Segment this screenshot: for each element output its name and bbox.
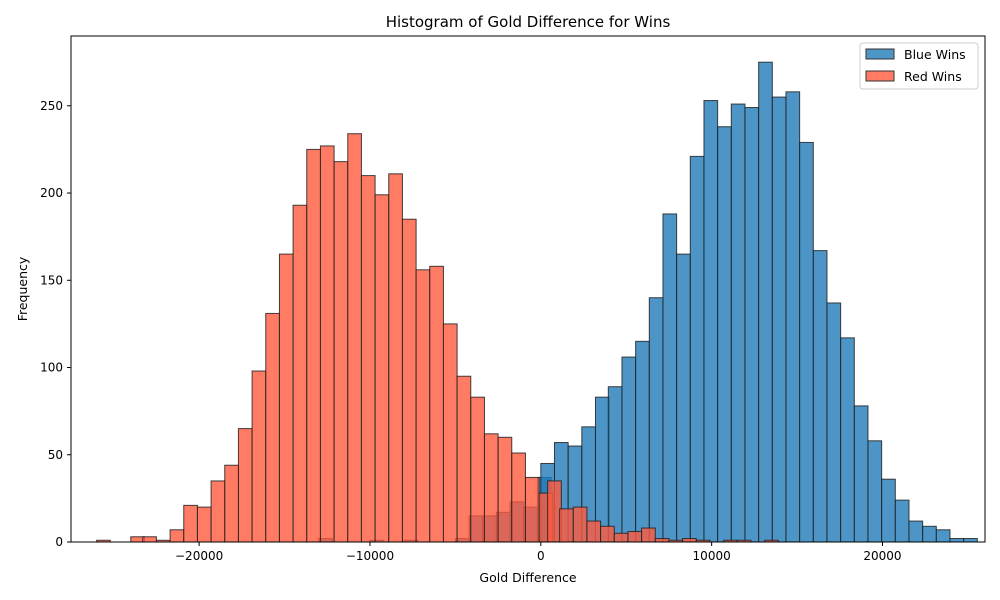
y-axis-label: Frequency — [15, 256, 30, 321]
red-wins-bar-15 — [319, 145, 335, 543]
red-wins-bar-12 — [278, 253, 294, 543]
red-wins-bar-18 — [360, 175, 376, 543]
blue-wins-bar-24 — [730, 103, 746, 543]
y-tick-label-0: 0 — [55, 535, 63, 549]
red-wins-bar-27 — [483, 433, 499, 543]
legend: Blue Wins Red Wins — [859, 42, 979, 90]
blue-wins-bar-29 — [799, 141, 814, 543]
red-wins-bar-17 — [347, 133, 362, 543]
red-wins-bar-42 — [682, 538, 697, 543]
red-wins-bar-30 — [524, 476, 540, 543]
blue-wins-bar-20 — [676, 253, 691, 543]
red-wins-bar-6 — [196, 506, 212, 543]
legend-swatch-red-wins — [865, 70, 895, 82]
red-wins-bar-7 — [210, 480, 226, 543]
blue-wins-bar-33 — [853, 405, 869, 543]
red-wins-bar-28 — [497, 436, 513, 543]
red-wins-bar-39 — [641, 527, 656, 543]
y-tick-label-4: 200 — [40, 186, 63, 200]
red-wins-bar-20 — [388, 173, 403, 543]
blue-wins-bar-17 — [635, 340, 650, 543]
red-wins-bar-29 — [511, 452, 526, 543]
x-tick-label-1: −10000 — [346, 549, 394, 563]
blue-wins-bar-25 — [744, 107, 760, 543]
y-tick-label-3: 150 — [40, 273, 63, 287]
red-wins-bar-21 — [401, 218, 417, 543]
red-wins-bar-37 — [613, 532, 629, 543]
blue-wins-bar-35 — [881, 478, 896, 543]
x-tick-label-2: 0 — [537, 549, 545, 563]
blue-wins-bar-21 — [689, 155, 705, 543]
red-wins-bar-34 — [572, 506, 588, 543]
x-axis-ticks: −20000 −10000 0 10000 20000 — [175, 542, 902, 563]
red-wins-bar-33 — [559, 508, 574, 543]
legend-label-red-wins: Red Wins — [904, 69, 962, 84]
blue-wins-bar-16 — [621, 356, 637, 543]
red-wins-bar-23 — [429, 265, 444, 543]
blue-wins-bar-18 — [648, 297, 664, 543]
red-wins-bar-22 — [415, 269, 431, 543]
red-wins-bar-5 — [183, 504, 198, 543]
blue-wins-bar-15 — [607, 386, 623, 543]
blue-wins-bar-32 — [840, 337, 855, 543]
red-wins-bar-40 — [654, 538, 670, 543]
blue-wins-bar-30 — [812, 250, 828, 543]
x-tick-label-0: −20000 — [175, 549, 223, 563]
x-axis-label: Gold Difference — [479, 570, 576, 585]
red-wins-bar-9 — [237, 428, 253, 543]
legend-swatch-blue-wins — [865, 48, 895, 60]
red-wins-bar-14 — [306, 148, 321, 543]
blue-wins-bar-26 — [758, 61, 773, 543]
blue-wins-bar-31 — [826, 302, 842, 543]
blue-wins-bar-34 — [867, 440, 883, 543]
red-wins-bar-24 — [442, 323, 458, 543]
blue-wins-bar-38 — [922, 525, 937, 543]
blue-wins-bar-39 — [935, 529, 951, 543]
chart-title: Histogram of Gold Difference for Wins — [386, 13, 671, 31]
blue-wins-bar-36 — [894, 499, 910, 543]
blue-wins-bar-37 — [908, 520, 924, 543]
plot-frame — [70, 35, 986, 543]
legend-label-blue-wins: Blue Wins — [904, 47, 966, 62]
x-tick-label-3: 10000 — [693, 549, 731, 563]
red-wins-bar-4 — [169, 529, 185, 543]
blue-wins-bar-28 — [785, 91, 801, 543]
red-wins-bar-26 — [470, 396, 485, 543]
blue-wins-bar-27 — [771, 96, 787, 543]
red-wins-bar-8 — [224, 464, 239, 543]
red-wins-bar-11 — [265, 312, 280, 543]
red-wins-bar-19 — [374, 194, 390, 543]
red-wins-bar-38 — [627, 531, 643, 543]
red-wins-bar-16 — [333, 161, 349, 543]
red-wins-bar-10 — [251, 370, 267, 543]
red-wins-bar-2 — [142, 536, 157, 543]
blue-wins-bar-19 — [662, 213, 678, 543]
y-tick-label-1: 50 — [48, 448, 63, 462]
y-axis-ticks: 0 50 100 150 200 250 — [40, 99, 71, 549]
y-tick-label-5: 250 — [40, 99, 63, 113]
red-wins-bar-35 — [586, 520, 602, 543]
blue-wins-bar-22 — [703, 100, 719, 543]
blue-wins-bar-23 — [717, 126, 732, 543]
blue-wins-bar-40 — [949, 538, 965, 543]
x-tick-label-4: 20000 — [863, 549, 901, 563]
blue-wins-bar-14 — [594, 396, 610, 543]
blue-wins-bar-41 — [963, 538, 978, 543]
y-tick-label-2: 100 — [40, 361, 63, 375]
red-wins-bar-13 — [292, 204, 308, 543]
red-wins-bar-36 — [600, 525, 615, 543]
red-wins-bar-25 — [456, 375, 472, 543]
